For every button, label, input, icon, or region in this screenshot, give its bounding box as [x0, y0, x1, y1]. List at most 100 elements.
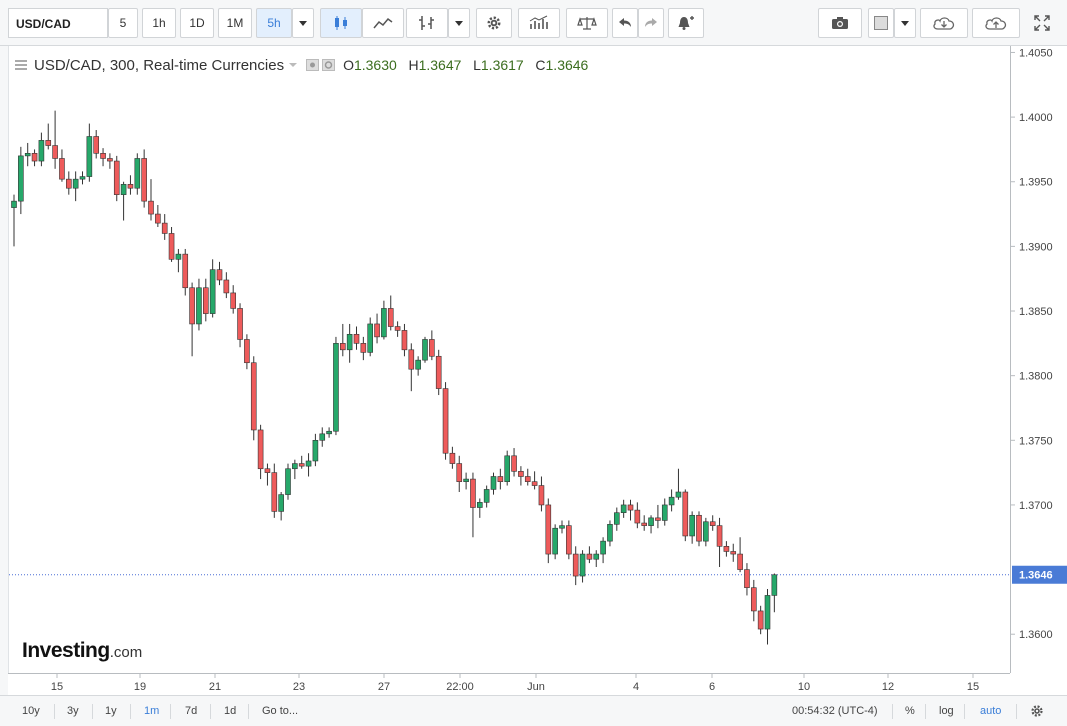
- candle-body: [600, 540, 606, 555]
- time-tick-label: 15: [967, 681, 979, 693]
- candle-body: [278, 494, 284, 512]
- candle-body: [668, 496, 675, 506]
- candlestick-chart[interactable]: [9, 46, 1011, 673]
- candle-body: [709, 521, 716, 526]
- legend-title[interactable]: USD/CAD, 300, Real-time Currencies: [34, 56, 285, 74]
- candle-body: [120, 184, 127, 195]
- candles-style-button[interactable]: [320, 8, 362, 38]
- left-gutter: [0, 46, 8, 695]
- candle-body: [79, 176, 86, 180]
- interval-1h-button[interactable]: 1h: [142, 8, 176, 38]
- candle-body: [86, 136, 93, 177]
- candle-body: [374, 323, 380, 338]
- eye-icon[interactable]: [306, 59, 320, 71]
- log-scale-toggle[interactable]: log: [939, 705, 954, 717]
- candle-body: [559, 525, 565, 529]
- time-tick-label: 27: [378, 681, 390, 693]
- candle-body: [497, 476, 504, 482]
- redo-button[interactable]: [638, 8, 664, 38]
- interval-5h-button[interactable]: 5h: [256, 8, 292, 38]
- gear-icon[interactable]: [1030, 704, 1044, 718]
- line-style-button[interactable]: [362, 8, 404, 38]
- candle-body: [148, 200, 154, 215]
- price-tick-label: 1.3850: [1019, 306, 1053, 318]
- candle-body: [723, 546, 730, 552]
- candle-body: [93, 136, 99, 154]
- load-chart-button[interactable]: [920, 8, 968, 38]
- interval-1d-button[interactable]: 1D: [180, 8, 214, 38]
- range-7d-button[interactable]: 7d: [185, 705, 198, 717]
- candle-body: [155, 213, 161, 224]
- clock-readout[interactable]: 00:54:32 (UTC-4): [792, 705, 878, 717]
- price-tick-label: 1.3600: [1019, 629, 1053, 641]
- compare-button[interactable]: [566, 8, 608, 38]
- candle-body: [408, 349, 415, 370]
- candle-body: [572, 553, 579, 577]
- candle-body: [429, 339, 435, 357]
- candle-body: [696, 514, 702, 542]
- bars-style-button[interactable]: [406, 8, 448, 38]
- range-1d-button[interactable]: 1d: [224, 705, 237, 717]
- chart-style-dropdown-button[interactable]: [448, 8, 470, 38]
- open-label: O: [343, 57, 354, 73]
- undo-button[interactable]: [612, 8, 638, 38]
- fullscreen-button[interactable]: [1024, 8, 1060, 38]
- range-1m-button[interactable]: 1m: [144, 705, 160, 717]
- candle-body: [545, 504, 552, 555]
- interval-dropdown-button[interactable]: [292, 8, 314, 38]
- chevron-down-icon: [299, 20, 307, 26]
- divider: [925, 704, 926, 719]
- candle-body: [65, 178, 72, 189]
- range-3y-button[interactable]: 3y: [67, 705, 79, 717]
- chart-pane[interactable]: [8, 46, 1011, 673]
- candle-body: [216, 269, 223, 281]
- candle-body: [476, 502, 483, 508]
- settings-small-icon[interactable]: [322, 59, 336, 71]
- range-1y-button[interactable]: 1y: [105, 705, 117, 717]
- candle-body: [586, 553, 593, 560]
- settings-button[interactable]: [476, 8, 512, 38]
- candle-body: [613, 512, 620, 525]
- cloud-download-icon: [933, 17, 955, 30]
- last-price-label: 1.3646: [1019, 570, 1053, 582]
- candle-body: [470, 478, 476, 508]
- candle-body: [59, 158, 65, 180]
- candle-body: [346, 333, 353, 351]
- candle-body: [449, 452, 456, 464]
- interval-1m-button[interactable]: 1M: [218, 8, 252, 38]
- save-chart-button[interactable]: [972, 8, 1020, 38]
- goto-date-button[interactable]: Go to...: [262, 705, 299, 717]
- divider: [892, 704, 893, 719]
- candle-body: [627, 504, 634, 511]
- snapshot-button[interactable]: [818, 8, 862, 38]
- time-tick-label: 4: [633, 681, 639, 693]
- auto-scale-toggle[interactable]: auto: [980, 705, 1002, 717]
- candle-body: [339, 343, 346, 351]
- divider: [92, 704, 93, 719]
- high-label: H: [408, 57, 419, 73]
- candle-body: [305, 460, 312, 467]
- time-tick-label: 6: [709, 681, 715, 693]
- interval-5-button[interactable]: 5: [108, 8, 138, 38]
- color-theme-dropdown-button[interactable]: [894, 8, 916, 38]
- range-10y-button[interactable]: 10y: [22, 705, 40, 717]
- scales-icon: [577, 17, 597, 30]
- candle-body: [292, 463, 298, 470]
- candle-body: [764, 595, 771, 630]
- indicators-button[interactable]: [518, 8, 560, 38]
- time-tick-label: 19: [134, 681, 146, 693]
- candle-body: [422, 339, 428, 361]
- chevron-down-icon[interactable]: [288, 62, 298, 68]
- candle-body: [161, 222, 168, 234]
- candle-body: [634, 509, 641, 524]
- symbol-search-input[interactable]: USD/CAD: [8, 8, 108, 38]
- percent-scale-toggle[interactable]: %: [905, 705, 915, 717]
- price-axis[interactable]: 1.4050 1.4000 1.3950 1.3900 1.3850 1.3800 1.37…: [1010, 46, 1067, 673]
- collapse-legend-icon[interactable]: [14, 59, 28, 71]
- time-tick-label: 15: [51, 681, 63, 693]
- candle-body: [175, 253, 182, 260]
- price-tick-label: 1.3800: [1019, 371, 1053, 383]
- alert-button[interactable]: [668, 8, 704, 38]
- time-axis[interactable]: 15 19 21 23 27 22:00 Jun 4 6 10 12 15: [8, 673, 1010, 695]
- color-theme-button[interactable]: [868, 8, 894, 38]
